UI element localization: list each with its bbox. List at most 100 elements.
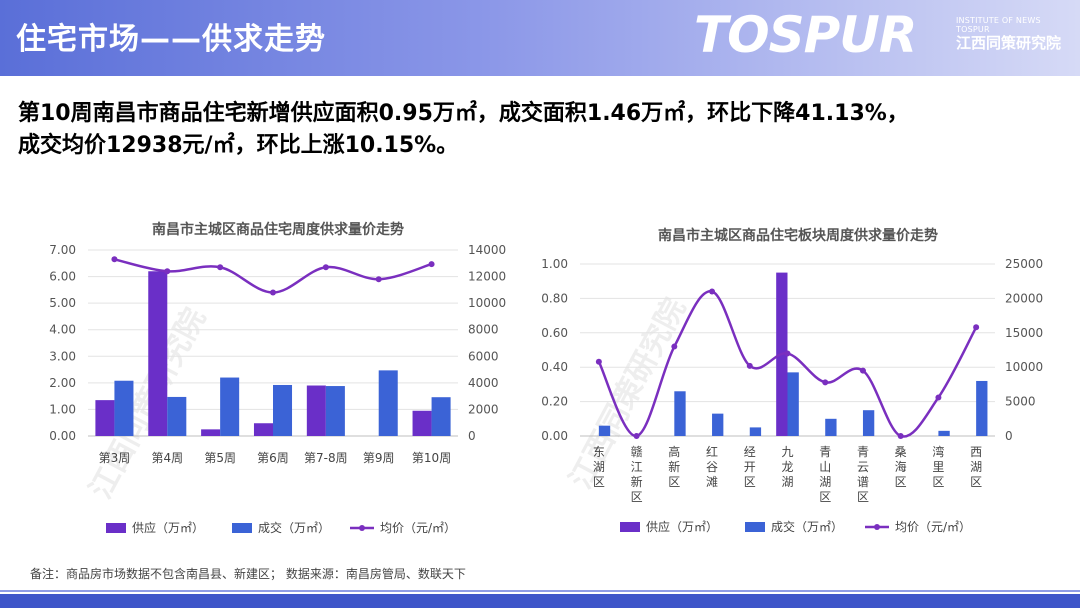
y-left-tick-label: 5.00 [49,296,76,310]
deal-bar [938,430,950,436]
legend-label: 供应（万㎡） [646,519,718,534]
x-tick-label: 区 [932,475,944,489]
x-tick-label: 区 [744,475,756,489]
y-right-tick-label: 5000 [1005,395,1036,409]
x-tick-label: 山 [819,460,831,474]
y-left-tick-label: 7.00 [49,243,76,257]
logo-wordmark: TOSPUR [694,6,917,64]
district-supply-demand-chart: 南昌市主城区商品住宅板块周度供求量价走势 0.00 0.20 0.40 0.60 0.80… [541,227,1043,534]
deal-bar [674,391,686,436]
deal-bar [325,386,345,436]
price-point [935,394,942,401]
y-left-tick-label: 2.00 [49,376,76,390]
y-left-tick-label: 0.00 [541,429,568,443]
legend-label: 供应（万㎡） [132,520,204,535]
y-left-tick-label: 0.80 [541,291,568,305]
legend-price-marker [874,524,880,530]
weekly-supply-demand-chart: 南昌市主城区商品住宅周度供求量价走势 0.00 1.00 2.00 3.00 4.00 5.… [49,221,506,535]
x-tick-label: 第7-8周 [304,451,348,465]
footer-bar [0,594,1080,608]
x-tick-label: 桑 [895,445,907,459]
x-tick-label: 赣 [631,445,643,459]
y-right-tick-label: 10000 [468,296,506,310]
x-tick-label: 九 [781,445,793,459]
x-tick-label: 东 [593,445,605,459]
price-point [859,367,866,374]
price-point [709,288,716,295]
x-tick-label: 第6周 [257,451,289,465]
deal-bar [220,377,240,436]
price-line [597,290,978,438]
y-right-tick-label: 10000 [1005,360,1043,374]
chart-title: 南昌市主城区商品住宅板块周度供求量价走势 [658,227,938,244]
y-right-tick-label: 0 [1005,429,1013,443]
y-left-tick-label: 0.40 [541,360,568,374]
footnote: 备注：商品房市场数据不包含南昌县、新建区； 数据来源：南昌房管局、数联天下 [30,567,466,581]
x-tick-label: 云 [857,460,869,474]
logo-subtitle-cn: 江西同策研究院 [956,34,1062,52]
price-point [217,264,224,271]
logo-subtitle-en: INSTITUTE OF NEWS TOSPUR [956,16,1041,34]
x-tick-label: 湾 [932,444,944,459]
tospur-logo: TOSPUR INSTITUTE OF NEWS TOSPUR 江西同策研究院 [694,6,1074,72]
deal-bar [167,396,187,436]
x-tick-label: 经 [744,445,756,459]
x-tick-label: 区 [631,490,643,504]
x-tick-label: 西 [970,445,982,459]
price-point [164,268,171,275]
y-right-tick-label: 15000 [1005,326,1043,340]
x-tick-label: 第3周 [99,451,131,465]
legend-supply-swatch [620,522,640,532]
price-point [428,261,435,268]
price-point [784,350,791,357]
legend-deal-swatch [745,522,765,532]
y-left-tick-label: 0.60 [541,326,568,340]
deal-bar [378,370,398,436]
supply-bar [201,429,221,436]
y-right-tick-label: 8000 [468,323,499,337]
x-tick-label: 湖 [593,459,605,474]
x-tick-label: 青 [819,445,831,459]
deal-bar [862,410,875,436]
price-point [897,433,904,439]
price-point [746,362,753,369]
legend-label: 均价（元/㎡） [895,520,971,534]
x-tick-label: 区 [895,475,907,489]
x-tick-label: 第10周 [412,451,451,465]
x-tick-label: 区 [819,490,831,504]
price-point [671,343,678,350]
x-tick-label: 湖 [781,474,793,489]
chart-title: 南昌市主城区商品住宅周度供求量价走势 [152,221,404,238]
deal-bar [598,425,611,436]
deal-bar [712,413,724,436]
y-right-tick-label: 14000 [468,243,506,257]
price-point [375,276,382,283]
y-right-tick-label: 20000 [1005,291,1043,305]
x-tick-label: 滩 [706,475,718,489]
y-left-tick-label: 0.00 [49,429,76,443]
y-left-tick-label: 6.00 [49,270,76,284]
deal-bar [273,384,293,436]
y-left-tick-label: 4.00 [49,323,76,337]
page-title: 住宅市场——供求走势 [16,22,326,57]
x-tick-label: 龙 [781,460,793,474]
x-tick-label: 谷 [706,460,718,474]
price-point [973,324,980,331]
supply-bar [95,400,115,436]
deal-bar [787,372,799,436]
y-right-tick-label: 6000 [468,349,499,363]
x-tick-label: 海 [895,459,907,474]
price-point [595,358,602,365]
supply-bar [306,385,326,436]
supply-bar [148,271,168,436]
supply-bar [253,423,273,436]
y-left-tick-label: 1.00 [541,257,568,271]
legend-price-marker [359,525,365,531]
x-tick-label: 里 [932,460,944,474]
x-tick-label: 区 [857,490,869,504]
x-tick-label: 开 [744,460,756,474]
price-point [822,379,829,386]
x-tick-label: 湖 [819,474,831,489]
legend-label: 成交（万㎡） [771,519,843,534]
headline-line-2: 成交均价12938元/㎡，环比上涨10.15%。 [18,133,459,158]
